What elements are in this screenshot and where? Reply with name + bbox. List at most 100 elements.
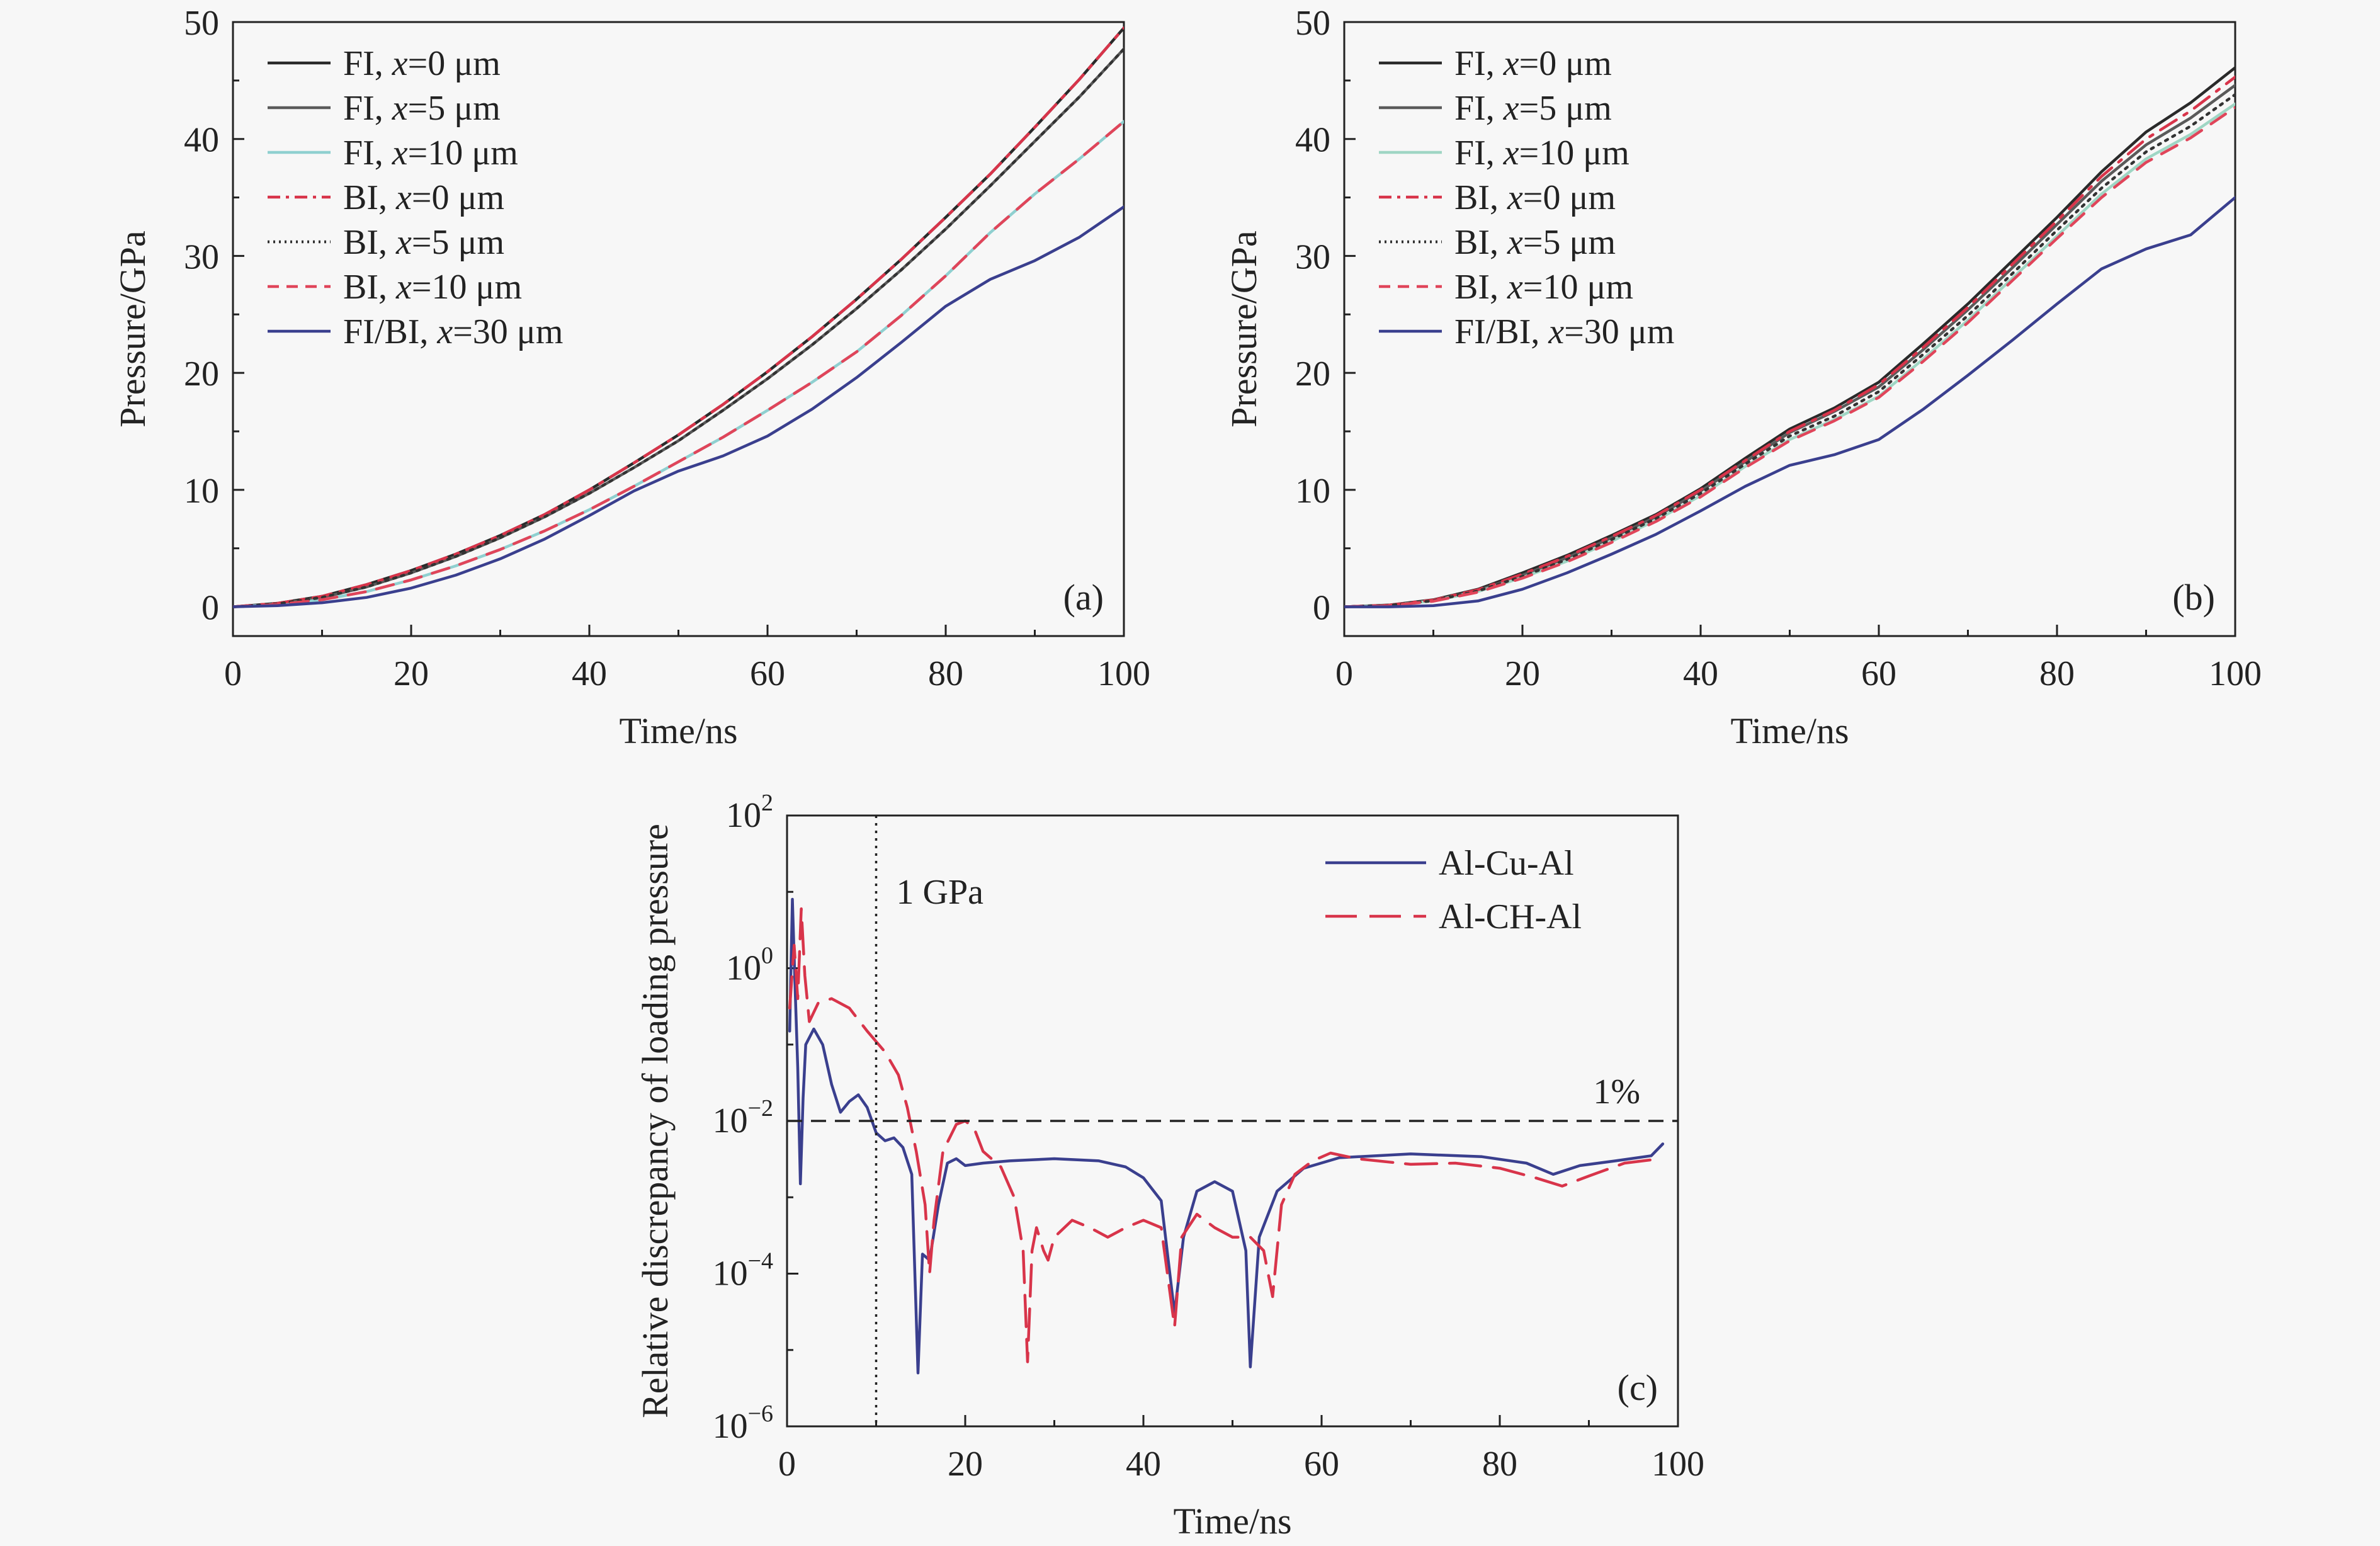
chart-panel-c: 0 20 40 60 80 10010−610−410−2100102Time/nsRel…	[635, 790, 1704, 1542]
x-tick-label: 40	[572, 654, 607, 693]
x-axis-label: Time/ns	[619, 710, 737, 751]
legend-suffix: =0 μm	[408, 44, 501, 83]
y-tick-label: 40	[1295, 121, 1330, 160]
legend-label: FI, x=0 μm	[1454, 44, 1612, 83]
legend-suffix: =0 μm	[1523, 178, 1616, 217]
x-tick-label: 100	[1652, 1445, 1704, 1484]
legend-suffix: =0 μm	[1519, 44, 1612, 83]
y-axis-label: Relative discrepancy of loading pressure	[635, 824, 676, 1418]
legend-label: BI, x=0 μm	[343, 178, 504, 217]
y-tick-label: 10	[184, 472, 219, 511]
legend-variable: x	[1503, 134, 1519, 173]
legend-label: FI, x=10 μm	[1454, 134, 1629, 173]
legend-suffix: =5 μm	[412, 223, 504, 262]
legend-label: BI, x=0 μm	[1454, 178, 1616, 217]
legend-suffix: =30 μm	[1564, 312, 1674, 351]
y-tick-base: 10	[726, 796, 761, 835]
y-tick-exponent: 2	[761, 790, 773, 816]
legend-variable: x	[395, 178, 412, 217]
y-tick-exponent: −4	[748, 1248, 773, 1275]
legend-label: FI, x=5 μm	[343, 89, 501, 128]
y-axis-label: Pressure/GPa	[1223, 230, 1264, 428]
series-group	[1344, 66, 2235, 608]
legend-label: BI, x=5 μm	[1454, 223, 1616, 262]
y-tick-label: 100	[726, 943, 773, 988]
legend-label: FI, x=10 μm	[343, 134, 518, 173]
x-axis-label: Time/ns	[1173, 1501, 1291, 1542]
annotation-label: 1%	[1593, 1072, 1640, 1111]
legend-prefix: FI/BI,	[1454, 312, 1548, 351]
legend-variable: x	[392, 89, 408, 128]
panel-label: (b)	[2172, 577, 2215, 618]
y-tick-label: 40	[184, 121, 219, 160]
series-line-7	[1344, 196, 2235, 608]
legend-suffix: =5 μm	[408, 89, 501, 128]
y-tick-label: 0	[201, 589, 219, 628]
y-tick-label: 20	[1295, 355, 1330, 394]
legend-suffix: =0 μm	[412, 178, 504, 217]
legend-prefix: FI,	[1454, 89, 1504, 128]
y-axis-label: Pressure/GPa	[112, 230, 153, 428]
x-tick-label: 0	[778, 1445, 796, 1484]
legend-suffix: =5 μm	[1523, 223, 1616, 262]
legend-label: FI/BI, x=30 μm	[343, 312, 563, 351]
series-line-7	[233, 205, 1124, 608]
legend-suffix: =10 μm	[1523, 268, 1633, 307]
y-tick-label: 30	[1295, 237, 1330, 276]
y-tick-base: 10	[713, 1407, 748, 1446]
legend-variable: x	[392, 44, 408, 83]
y-tick-label: 50	[184, 4, 219, 43]
legend-prefix: BI,	[1454, 178, 1507, 217]
annotation-label: 1 GPa	[897, 873, 984, 912]
x-axis-label: Time/ns	[1730, 710, 1849, 751]
x-tick-label: 20	[1505, 654, 1540, 693]
x-tick-label: 80	[928, 654, 963, 693]
legend-variable: x	[392, 134, 408, 173]
series-group	[233, 26, 1124, 608]
x-tick-label: 80	[2039, 654, 2075, 693]
y-tick-label: 10−2	[713, 1095, 773, 1140]
y-tick-label: 30	[184, 237, 219, 276]
series-line-4	[233, 26, 1124, 608]
x-tick-label: 60	[1304, 1445, 1339, 1484]
legend-label: FI, x=0 μm	[343, 44, 501, 83]
legend-prefix: FI,	[1454, 134, 1504, 173]
legend-prefix: FI,	[343, 89, 392, 128]
legend-variable: x	[1503, 89, 1519, 128]
x-tick-label: 0	[224, 654, 242, 693]
series-line-4	[1344, 76, 2235, 608]
legend-prefix: FI,	[1454, 44, 1504, 83]
legend-variable: x	[1507, 223, 1523, 262]
legend-suffix: =5 μm	[1519, 89, 1612, 128]
legend-prefix: BI,	[1454, 223, 1507, 262]
legend-variable: x	[1507, 178, 1523, 217]
y-tick-base: 10	[713, 1101, 748, 1140]
x-tick-label: 100	[1097, 654, 1150, 693]
legend-prefix: FI/BI,	[343, 312, 437, 351]
x-tick-label: 100	[2209, 654, 2262, 693]
legend-prefix: BI,	[343, 178, 396, 217]
y-tick-exponent: 0	[761, 943, 773, 969]
series-line-5	[233, 47, 1124, 608]
legend-prefix: FI,	[343, 44, 392, 83]
x-tick-label: 40	[1683, 654, 1718, 693]
y-tick-exponent: −6	[748, 1401, 773, 1427]
x-tick-label: 20	[394, 654, 429, 693]
legend-label: Al-Cu-Al	[1439, 844, 1574, 883]
legend-variable: x	[1507, 268, 1523, 307]
series-line-2	[788, 907, 1662, 1363]
panel-label: (a)	[1063, 577, 1104, 618]
legend-suffix: =10 μm	[408, 134, 518, 173]
chart-panel-b: 0 20 40 60 80 100 0 10 20 30 40 50 Time/ns Pressure/G…	[1223, 4, 2262, 751]
x-tick-label: 80	[1482, 1445, 1517, 1484]
series-line-6	[233, 120, 1124, 608]
legend-label: FI/BI, x=30 μm	[1454, 312, 1674, 351]
y-tick-label: 102	[726, 790, 773, 835]
legend-suffix: =30 μm	[453, 312, 563, 351]
series-line-1	[788, 897, 1665, 1375]
x-tick-label: 60	[750, 654, 785, 693]
y-tick-label: 10	[1295, 472, 1330, 511]
